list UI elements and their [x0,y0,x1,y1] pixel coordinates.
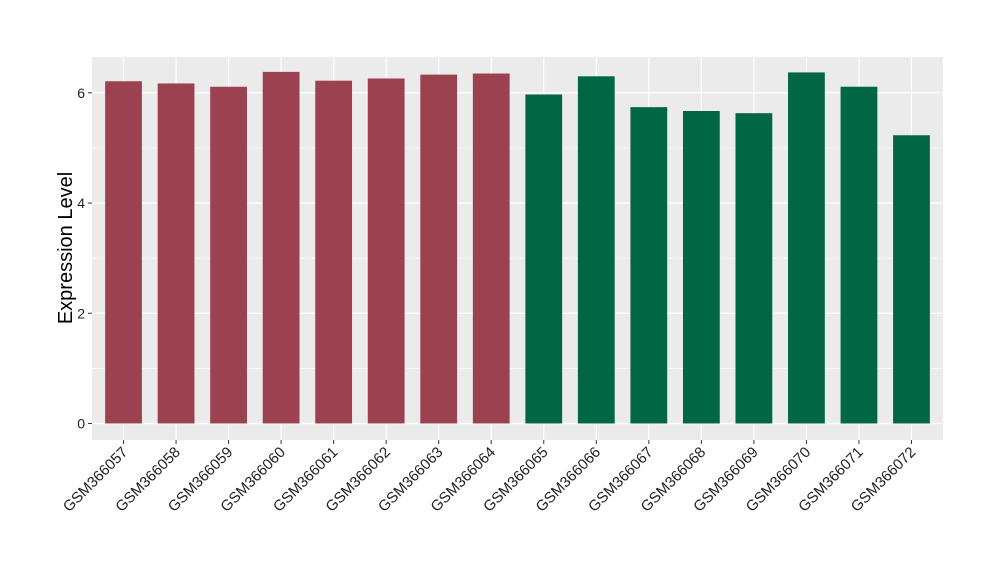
bar-GSM366066 [577,76,615,424]
bars [105,71,930,424]
y-tick-label: 0 [77,415,85,431]
bar-GSM366063 [420,74,458,424]
bar-GSM366058 [157,83,195,424]
y-tick-label: 4 [77,195,85,211]
bar-GSM366057 [105,81,142,424]
bar-GSM366068 [682,111,720,424]
bar-GSM366071 [840,86,878,424]
y-tick-label: 2 [77,305,85,321]
bar-GSM366064 [472,73,510,424]
y-tick-label: 6 [77,85,85,101]
bar-GSM366062 [367,78,405,424]
bar-GSM366061 [315,80,353,424]
bar-GSM366067 [630,107,668,424]
y-axis: 0 2 4 6 [77,85,92,431]
y-axis-title: Expression Level [55,172,77,324]
bar-GSM366070 [788,72,825,424]
bar-GSM366069 [735,113,773,424]
bar-GSM366059 [210,86,247,424]
bar-GSM366072 [893,135,930,424]
bar-GSM366060 [262,71,300,424]
bar-GSM366065 [525,94,563,424]
x-axis: GSM366057GSM366058GSM366059GSM366060GSM3… [60,440,919,515]
